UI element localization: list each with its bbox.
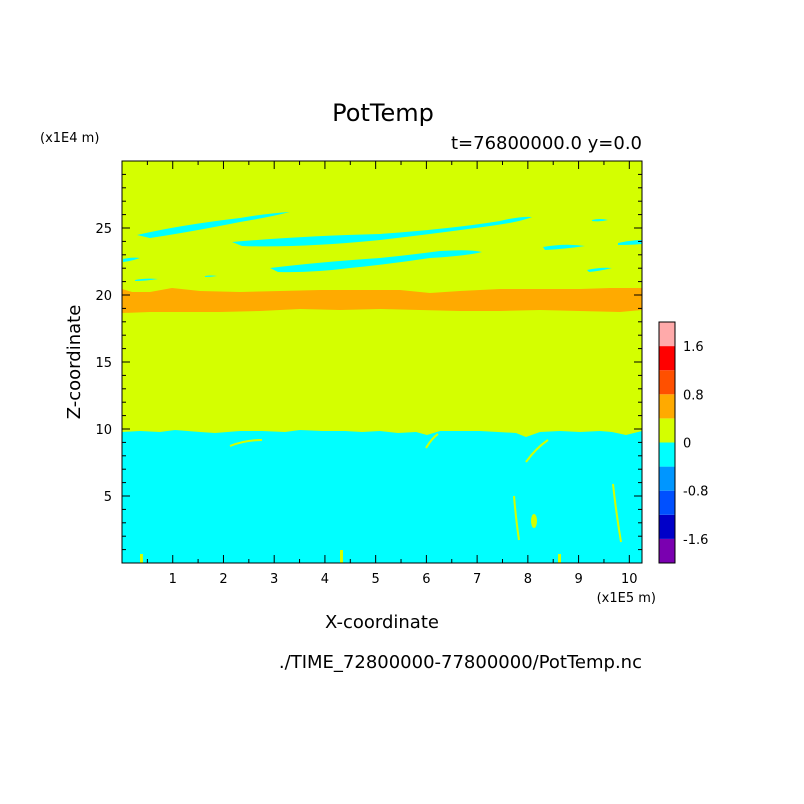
y-tick-label: 10 [95, 423, 112, 438]
upper-cold-patch [543, 244, 585, 250]
chart-title: PotTemp [332, 99, 434, 127]
upper-cold-patch [587, 267, 612, 272]
lower-spot [340, 550, 343, 563]
colorbar-swatch [659, 394, 675, 419]
x-tick-label: 8 [524, 572, 532, 587]
upper-cold-patch [592, 219, 608, 222]
lower-filament [229, 439, 263, 447]
colorbar-swatch [659, 346, 675, 371]
colorbar-swatch [659, 418, 675, 443]
warm-band [122, 288, 642, 313]
x-tick-label: 9 [574, 572, 582, 587]
lower-filament [513, 495, 520, 541]
colorbar-label: 0.8 [683, 388, 704, 403]
colorbar-swatch [659, 490, 675, 515]
x-tick-label: 10 [621, 572, 638, 587]
upper-cold-patch [123, 257, 140, 262]
lower-spot [140, 554, 143, 563]
file-path-label: ./TIME_72800000-77800000/PotTemp.nc [279, 652, 642, 673]
y-axis-label: Z-coordinate [64, 305, 85, 420]
x-axis-label: X-coordinate [325, 612, 439, 633]
x-tick-label: 4 [321, 572, 329, 587]
upper-cold-patch [270, 250, 482, 273]
x-tick-label: 1 [169, 572, 177, 587]
upper-cold-patch [205, 275, 217, 277]
z-unit-label: (x1E4 m) [40, 131, 99, 146]
y-tick-label: 15 [95, 356, 112, 371]
x-tick-label: 6 [422, 572, 430, 587]
colorbar-label: 0 [683, 437, 691, 452]
plot-area [122, 161, 642, 563]
lower-filament [425, 433, 439, 449]
colorbar-swatch [659, 514, 675, 539]
lower-spot [558, 554, 561, 563]
chart-subtitle: t=76800000.0 y=0.0 [451, 133, 642, 154]
x-tick-label: 5 [372, 572, 380, 587]
colorbar-swatch [659, 442, 675, 467]
lower-filament [525, 439, 549, 463]
colorbar-frame [658, 321, 676, 564]
colorbar-label: 1.6 [683, 340, 704, 355]
lower-filament [612, 483, 622, 543]
colorbar-label: -1.6 [683, 533, 708, 548]
upper-cold-patch [135, 278, 158, 281]
colorbar-swatch [659, 538, 675, 563]
upper-cold-patch [618, 240, 642, 245]
x-tick-label: 7 [473, 572, 481, 587]
y-axis-ticks: 5 10 15 20 25 [95, 173, 642, 551]
lower-cold-layer [122, 430, 642, 563]
y-tick-label: 25 [95, 222, 112, 237]
lower-spot [531, 514, 537, 528]
colorbar-swatch [659, 322, 675, 347]
y-tick-label: 20 [95, 289, 112, 304]
x-tick-label: 3 [270, 572, 278, 587]
y-tick-label: 5 [104, 490, 112, 505]
colorbar-label: -0.8 [683, 485, 708, 500]
colorbar: 1.6 0.8 0 -0.8 -1.6 [658, 321, 708, 564]
x-unit-label: (x1E5 m) [597, 591, 656, 606]
upper-cold-patch [137, 212, 290, 238]
x-axis-ticks: 1 2 3 4 5 6 7 8 9 10 [146, 161, 638, 587]
upper-cold-patch [232, 216, 532, 247]
colorbar-swatch [659, 466, 675, 491]
x-tick-label: 2 [219, 572, 227, 587]
colorbar-swatch [659, 370, 675, 395]
